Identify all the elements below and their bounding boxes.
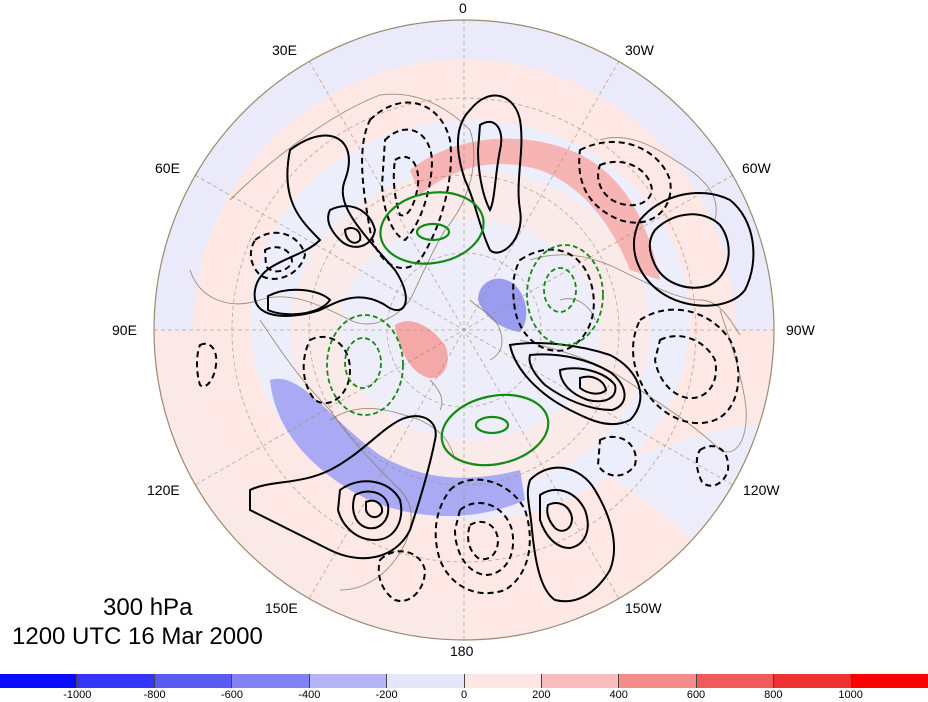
green-dashed-contours <box>326 244 604 416</box>
colorbar-tick-label: -1000 <box>63 689 92 701</box>
lon-label-60e: 60E <box>155 160 180 176</box>
colorbar-tick-label: 200 <box>532 689 551 701</box>
colorbar-segment <box>774 674 852 688</box>
colorbar-tick-label: 1000 <box>838 689 863 701</box>
lon-label-60w: 60W <box>742 160 771 176</box>
lon-label-0: 0 <box>459 0 467 16</box>
colorbar-segment <box>77 674 155 688</box>
colorbar-segment <box>154 674 233 688</box>
colorbar-segment <box>541 674 620 688</box>
lon-label-30w: 30W <box>625 42 654 58</box>
lon-label-120e: 120E <box>147 482 180 498</box>
colorbar-tick-label: -200 <box>375 689 398 701</box>
lon-label-90w: 90W <box>786 322 815 338</box>
lon-label-90e: 90E <box>112 322 137 338</box>
colorbar-tick-label: 800 <box>764 689 783 701</box>
colorbar-tick-label: 0 <box>460 689 468 701</box>
colorbar-tick-label: -400 <box>298 689 321 701</box>
colorbar-segment <box>619 674 697 688</box>
colorbar-tick-label: -600 <box>220 689 244 701</box>
lon-label-30e: 30E <box>272 42 297 58</box>
negative-contours <box>196 101 740 602</box>
blue-anomaly-center <box>478 278 527 332</box>
valid-time-title: 1200 UTC 16 Mar 2000 <box>12 623 263 650</box>
lon-label-180: 180 <box>450 643 474 659</box>
colorbar-segment <box>696 674 775 688</box>
colorbar-tick-label: 600 <box>686 689 706 701</box>
colorbar-tick-label: 400 <box>609 689 628 701</box>
lon-label-120w: 120W <box>743 482 780 498</box>
colorbar-segment <box>0 674 78 688</box>
colorbar-segment <box>387 674 465 688</box>
pressure-level-title: 300 hPa <box>103 594 193 621</box>
colorbar-tick-label: -800 <box>143 689 166 701</box>
light-blue-band-west <box>154 330 464 640</box>
colorbar-segment <box>309 674 388 688</box>
colorbar-segment <box>232 674 310 688</box>
lon-label-150w: 150W <box>625 600 662 616</box>
map-border <box>153 19 775 641</box>
colorbar <box>0 674 928 688</box>
lon-label-150e: 150E <box>265 600 298 616</box>
pink-anomaly-center <box>395 321 448 379</box>
light-blue-band-outer <box>154 20 774 330</box>
green-solid-contours <box>379 191 550 467</box>
colorbar-segment <box>851 674 928 688</box>
positive-contours <box>249 94 755 603</box>
colorbar-segment <box>464 674 542 688</box>
